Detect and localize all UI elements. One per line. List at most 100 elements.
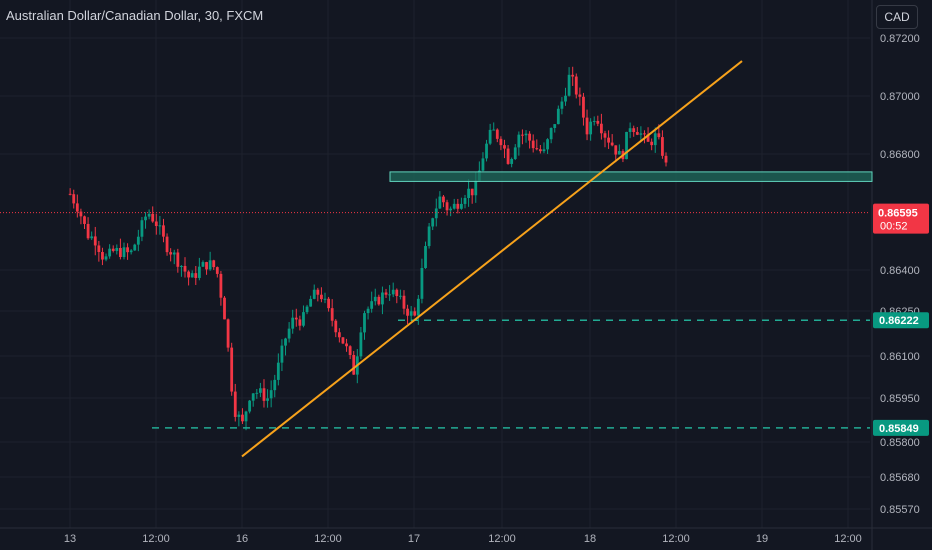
candle-body[interactable] [359, 332, 363, 357]
candle-body[interactable] [205, 262, 208, 270]
candle-body[interactable] [614, 145, 618, 155]
candle-body[interactable] [373, 296, 377, 302]
candle-body[interactable] [632, 128, 636, 133]
candle-body[interactable] [244, 411, 248, 422]
candle-body[interactable] [190, 273, 194, 278]
candle-body[interactable] [363, 313, 366, 333]
candle-body[interactable] [625, 131, 628, 160]
candle-body[interactable] [603, 133, 607, 138]
candle-body[interactable] [449, 208, 453, 211]
candle-body[interactable] [503, 145, 506, 149]
currency-button[interactable]: CAD [876, 5, 918, 29]
candle-body[interactable] [187, 271, 190, 278]
candlestick-series[interactable] [68, 66, 668, 431]
candle-body[interactable] [294, 317, 298, 320]
candle-body[interactable] [298, 319, 302, 326]
candle-body[interactable] [147, 213, 151, 217]
trendline[interactable] [241, 60, 743, 458]
candle-body[interactable] [607, 137, 610, 143]
candle-body[interactable] [208, 260, 212, 270]
candle-body[interactable] [158, 225, 162, 227]
candle-body[interactable] [495, 129, 499, 139]
candle-body[interactable] [255, 392, 259, 394]
candle-body[interactable] [589, 121, 593, 135]
candle-body[interactable] [628, 128, 632, 132]
candle-body[interactable] [556, 108, 560, 125]
candle-body[interactable] [377, 296, 381, 305]
candle-body[interactable] [431, 218, 435, 227]
candle-body[interactable] [452, 203, 456, 209]
candle-body[interactable] [617, 151, 621, 155]
candle-body[interactable] [323, 298, 327, 300]
candle-body[interactable] [391, 289, 395, 295]
candle-body[interactable] [201, 262, 205, 267]
candle-body[interactable] [510, 159, 514, 164]
drawing-overlays[interactable] [0, 60, 873, 458]
candle-body[interactable] [111, 248, 115, 251]
candle-body[interactable] [352, 354, 356, 375]
candle-body[interactable] [463, 198, 467, 204]
candle-body[interactable] [169, 252, 173, 255]
candle-body[interactable] [571, 74, 575, 77]
candle-body[interactable] [327, 298, 330, 309]
candle-body[interactable] [485, 143, 488, 159]
candle-body[interactable] [438, 196, 442, 209]
candle-body[interactable] [366, 308, 370, 314]
candle-body[interactable] [248, 400, 252, 412]
candle-body[interactable] [302, 312, 305, 326]
candle-body[interactable] [79, 211, 83, 217]
resistance-zone[interactable] [389, 171, 873, 182]
candle-body[interactable] [517, 134, 521, 148]
candle-body[interactable] [337, 332, 341, 338]
candle-body[interactable] [75, 203, 79, 212]
candle-body[interactable] [108, 248, 112, 257]
candle-body[interactable] [269, 390, 273, 399]
candle-body[interactable] [664, 155, 668, 163]
candle-body[interactable] [384, 292, 388, 295]
candle-body[interactable] [409, 311, 413, 316]
candle-body[interactable] [506, 148, 510, 164]
candle-body[interactable] [610, 142, 614, 146]
candle-body[interactable] [162, 225, 165, 237]
candle-body[interactable] [424, 246, 427, 269]
candle-body[interactable] [585, 117, 589, 135]
candle-body[interactable] [582, 96, 585, 118]
candle-body[interactable] [90, 236, 94, 239]
candle-body[interactable] [470, 188, 474, 196]
candle-body[interactable] [334, 320, 338, 333]
candle-body[interactable] [474, 180, 478, 196]
candle-body[interactable] [395, 289, 399, 297]
candle-body[interactable] [194, 273, 198, 278]
candle-body[interactable] [538, 149, 542, 152]
candle-body[interactable] [93, 236, 97, 246]
candle-body[interactable] [427, 226, 431, 247]
candle-body[interactable] [223, 297, 226, 320]
candle-body[interactable] [266, 398, 269, 401]
candle-body[interactable] [434, 208, 438, 219]
candle-body[interactable] [600, 123, 603, 134]
candle-body[interactable] [402, 295, 406, 309]
candle-body[interactable] [524, 133, 528, 136]
candle-body[interactable] [442, 196, 445, 203]
candle-body[interactable] [172, 252, 176, 255]
candle-body[interactable] [83, 216, 86, 224]
candle-body[interactable] [381, 292, 384, 305]
candle-body[interactable] [492, 129, 496, 131]
candle-body[interactable] [413, 311, 417, 316]
candle-body[interactable] [460, 203, 463, 209]
candle-body[interactable] [154, 221, 158, 227]
candle-body[interactable] [348, 346, 352, 355]
candle-body[interactable] [542, 149, 546, 152]
candle-body[interactable] [118, 247, 122, 258]
candle-body[interactable] [653, 133, 657, 146]
candle-body[interactable] [370, 301, 374, 309]
candle-body[interactable] [237, 414, 241, 417]
candle-body[interactable] [420, 268, 424, 299]
candle-body[interactable] [101, 251, 104, 260]
candle-body[interactable] [219, 273, 223, 298]
candle-body[interactable] [276, 362, 280, 380]
candle-body[interactable] [467, 188, 470, 199]
candle-body[interactable] [72, 194, 76, 204]
candle-body[interactable] [567, 74, 571, 96]
